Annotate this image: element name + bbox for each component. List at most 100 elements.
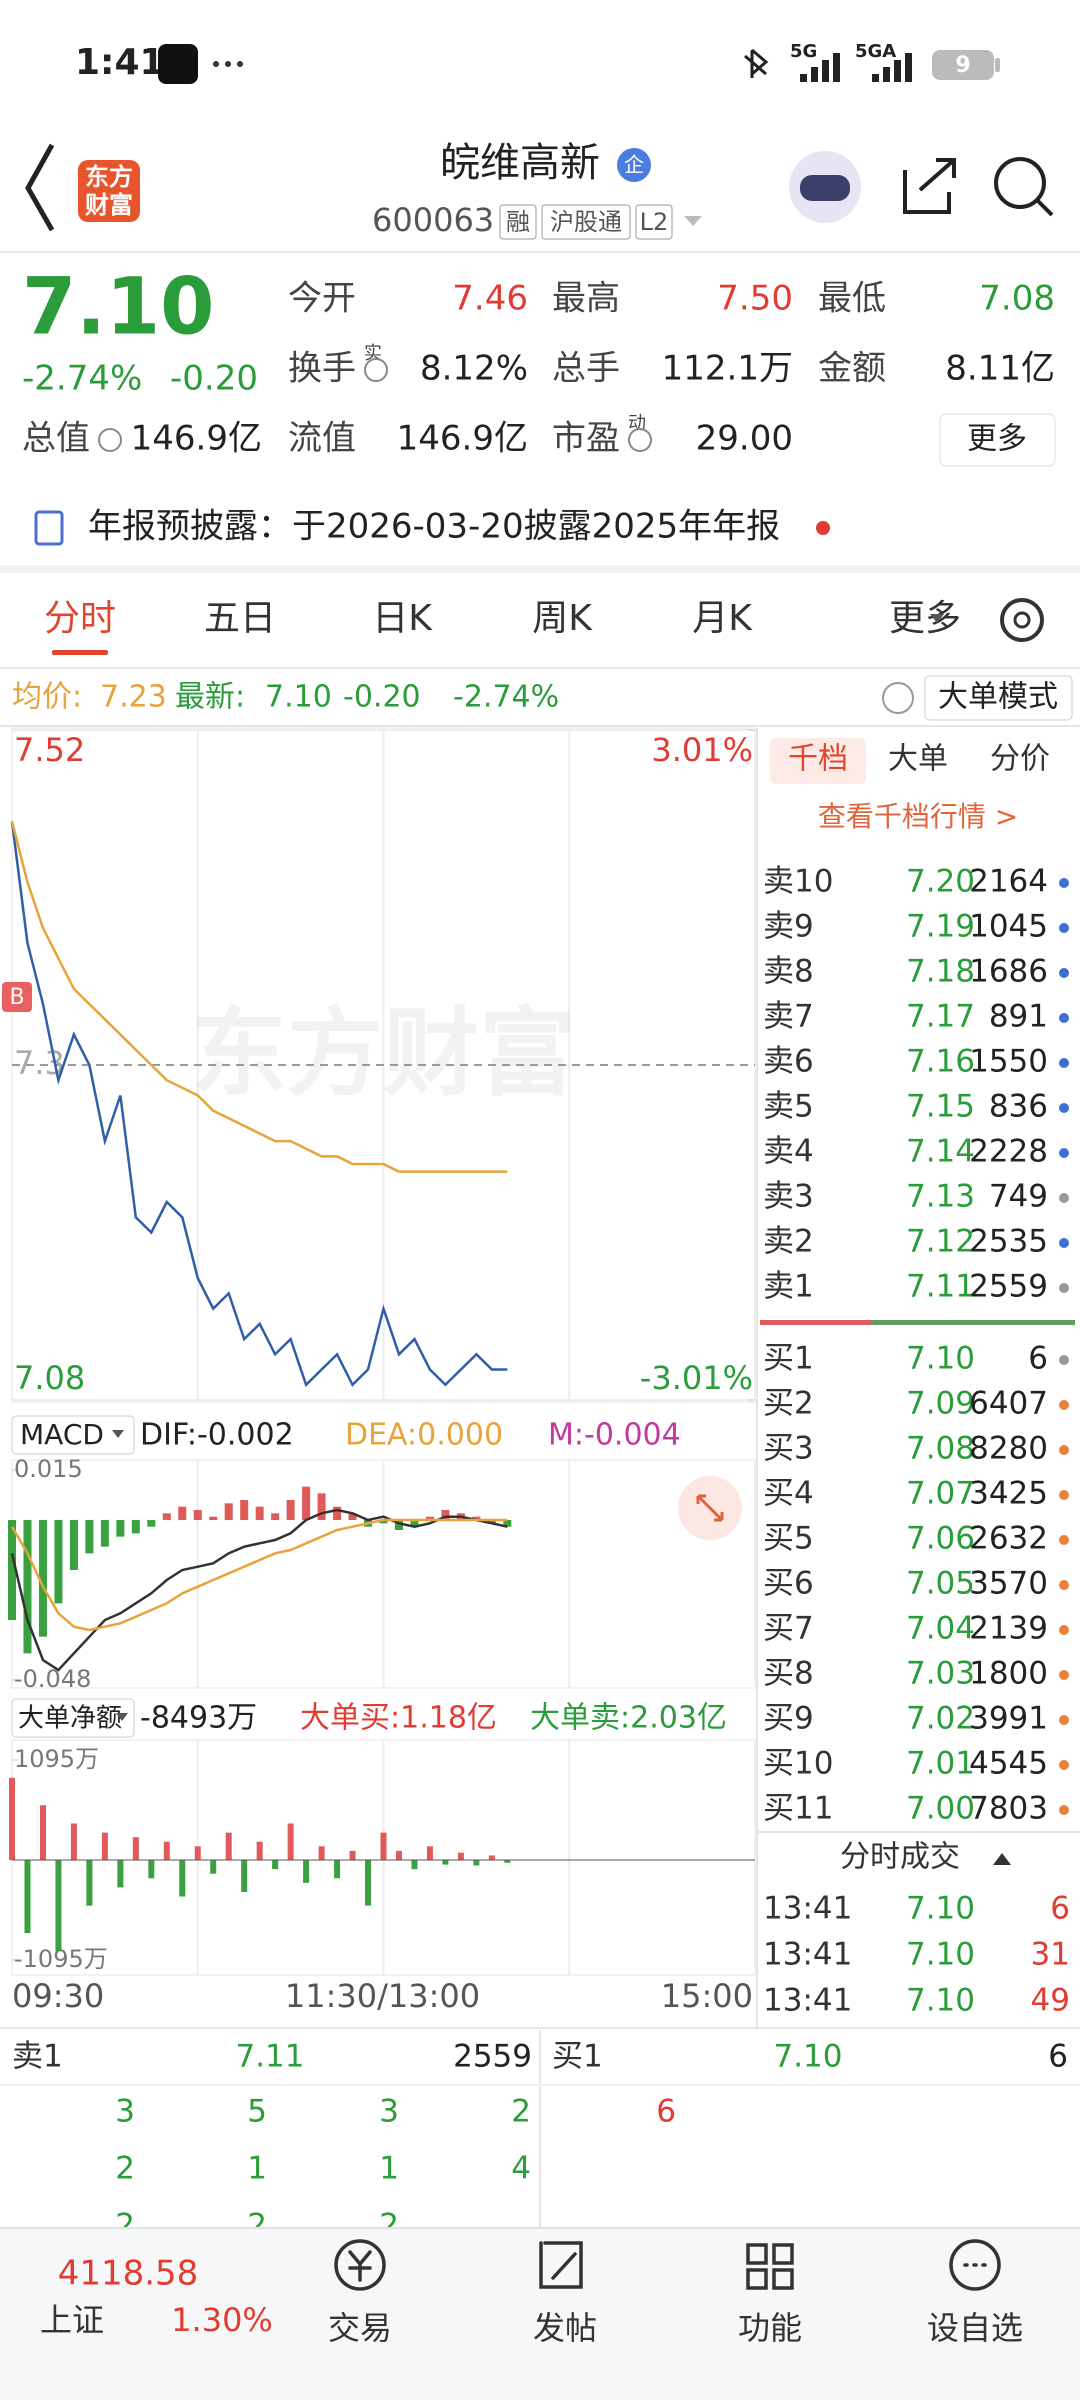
- book-volume: 1800: [969, 1656, 1048, 1692]
- net-bar: [473, 1860, 480, 1866]
- book-link[interactable]: 查看千档行情 >: [818, 800, 1018, 833]
- book-volume: 6: [1028, 1341, 1048, 1377]
- field-value: 146.9亿: [131, 419, 262, 459]
- macd-bar: [348, 1513, 357, 1520]
- tab[interactable]: 更多: [889, 598, 961, 639]
- net-bar: [132, 1837, 139, 1860]
- trade-volume: 6: [1050, 1891, 1070, 1927]
- book-dot: [1059, 1013, 1069, 1023]
- macd-bar: [224, 1503, 233, 1520]
- app-logo[interactable]: 东方财富: [78, 160, 140, 222]
- macd-bar: [54, 1520, 63, 1604]
- book-price: 7.05: [906, 1566, 975, 1602]
- dif-label: DIF:-0.002: [140, 1418, 294, 1453]
- field-label: 换手: [288, 349, 356, 389]
- tag: L2: [640, 208, 669, 236]
- trade-price: 7.10: [906, 1937, 975, 1973]
- net-bar: [179, 1860, 186, 1897]
- book-tab[interactable]: 千档: [788, 742, 848, 777]
- net-bar: [303, 1860, 310, 1883]
- field-label: 今开: [288, 279, 356, 319]
- stock-title: 皖维高新: [440, 140, 600, 186]
- bq-cell: 2: [115, 2151, 135, 2187]
- y2-tick-label: -3.01%: [640, 1359, 753, 1397]
- signal-bar: [872, 74, 879, 82]
- indicator-dropdown: [112, 1430, 124, 1438]
- tab[interactable]: 月K: [692, 598, 753, 639]
- info-icon: [98, 428, 122, 452]
- net-bar: [457, 1852, 464, 1860]
- net-bar: [272, 1860, 279, 1870]
- avatar-face: [800, 175, 850, 201]
- tab[interactable]: 日K: [372, 598, 433, 639]
- bluetooth-icon: [744, 48, 769, 78]
- book-volume: 2632: [969, 1521, 1048, 1557]
- macd-bar: [116, 1520, 125, 1537]
- macd-bar: [379, 1520, 388, 1524]
- nav-icon: [949, 2239, 1001, 2291]
- macd-bar: [147, 1520, 156, 1527]
- nav-item[interactable]: 设自选: [927, 2309, 1023, 2347]
- latest-value: 7.10: [265, 680, 332, 715]
- macd-bar: [240, 1500, 249, 1520]
- share-icon[interactable]: [903, 158, 956, 214]
- book-dot: [1059, 1400, 1069, 1410]
- bq-cell: 2: [511, 2094, 531, 2130]
- field-sup: 动: [628, 413, 646, 434]
- macd-bar: [472, 1516, 481, 1520]
- nav-item[interactable]: 交易: [328, 2309, 392, 2347]
- back-button[interactable]: [25, 143, 55, 232]
- signal-bar: [905, 53, 912, 82]
- trade-volume: 31: [1031, 1937, 1070, 1973]
- book-tab[interactable]: 大单: [888, 742, 948, 777]
- book-volume: 1045: [969, 909, 1048, 945]
- nav-icon: [746, 2243, 794, 2290]
- tab[interactable]: 五日: [204, 598, 276, 639]
- signal-bar: [800, 74, 807, 82]
- net-bar: [9, 1777, 15, 1860]
- badge: [617, 148, 651, 182]
- signal-bar: [822, 60, 829, 82]
- book-volume: 891: [989, 999, 1048, 1035]
- field-label: 最高: [552, 279, 620, 319]
- trade-time: 13:41: [763, 1891, 852, 1927]
- index-change: 1.30%: [171, 2301, 273, 2339]
- net-total: -8493万: [140, 1701, 257, 1736]
- indicator-name: 大单净额: [18, 1704, 122, 1734]
- tab[interactable]: 周K: [532, 598, 593, 639]
- index-name: 上证: [40, 2301, 104, 2339]
- trade-time: 13:41: [763, 1937, 852, 1973]
- macd-bar: [85, 1520, 94, 1554]
- more-dots: [225, 61, 231, 67]
- book-label: 卖10: [763, 864, 833, 900]
- book-label: 买9: [763, 1701, 814, 1737]
- book-label: 买1: [763, 1341, 814, 1377]
- net-bar: [504, 1860, 511, 1863]
- field-label: 总值: [22, 419, 90, 459]
- book-volume: 4545: [969, 1746, 1048, 1782]
- search-icon[interactable]: [994, 157, 1046, 209]
- book-dot: [1059, 968, 1069, 978]
- y-tick-label: 7.08: [14, 1359, 85, 1397]
- announcement[interactable]: 年报预披露：于2026-03-20披露2025年年报: [88, 507, 780, 547]
- expand-icon: [696, 1494, 724, 1522]
- tag-box: [499, 204, 537, 240]
- book-volume: 3425: [969, 1476, 1048, 1512]
- book-price: 7.17: [906, 999, 975, 1035]
- mode-button: [924, 675, 1073, 721]
- settings-icon[interactable]: [1000, 598, 1044, 642]
- macd-bar: [38, 1520, 47, 1637]
- bq-volume: 6: [1048, 2039, 1068, 2075]
- stock-code: 600063: [372, 201, 494, 239]
- nav-item[interactable]: 发帖: [533, 2309, 597, 2347]
- indicator-name: MACD: [20, 1418, 104, 1451]
- book-dot: [1059, 1058, 1069, 1068]
- nav-item[interactable]: 功能: [738, 2309, 802, 2347]
- macd-bar: [333, 1506, 342, 1520]
- book-tab[interactable]: 分价: [990, 742, 1050, 777]
- more-button-text[interactable]: 更多: [967, 422, 1027, 457]
- settings-core: [1013, 611, 1031, 629]
- tab[interactable]: 分时: [44, 598, 116, 639]
- mode-button-text[interactable]: 大单模式: [938, 680, 1058, 715]
